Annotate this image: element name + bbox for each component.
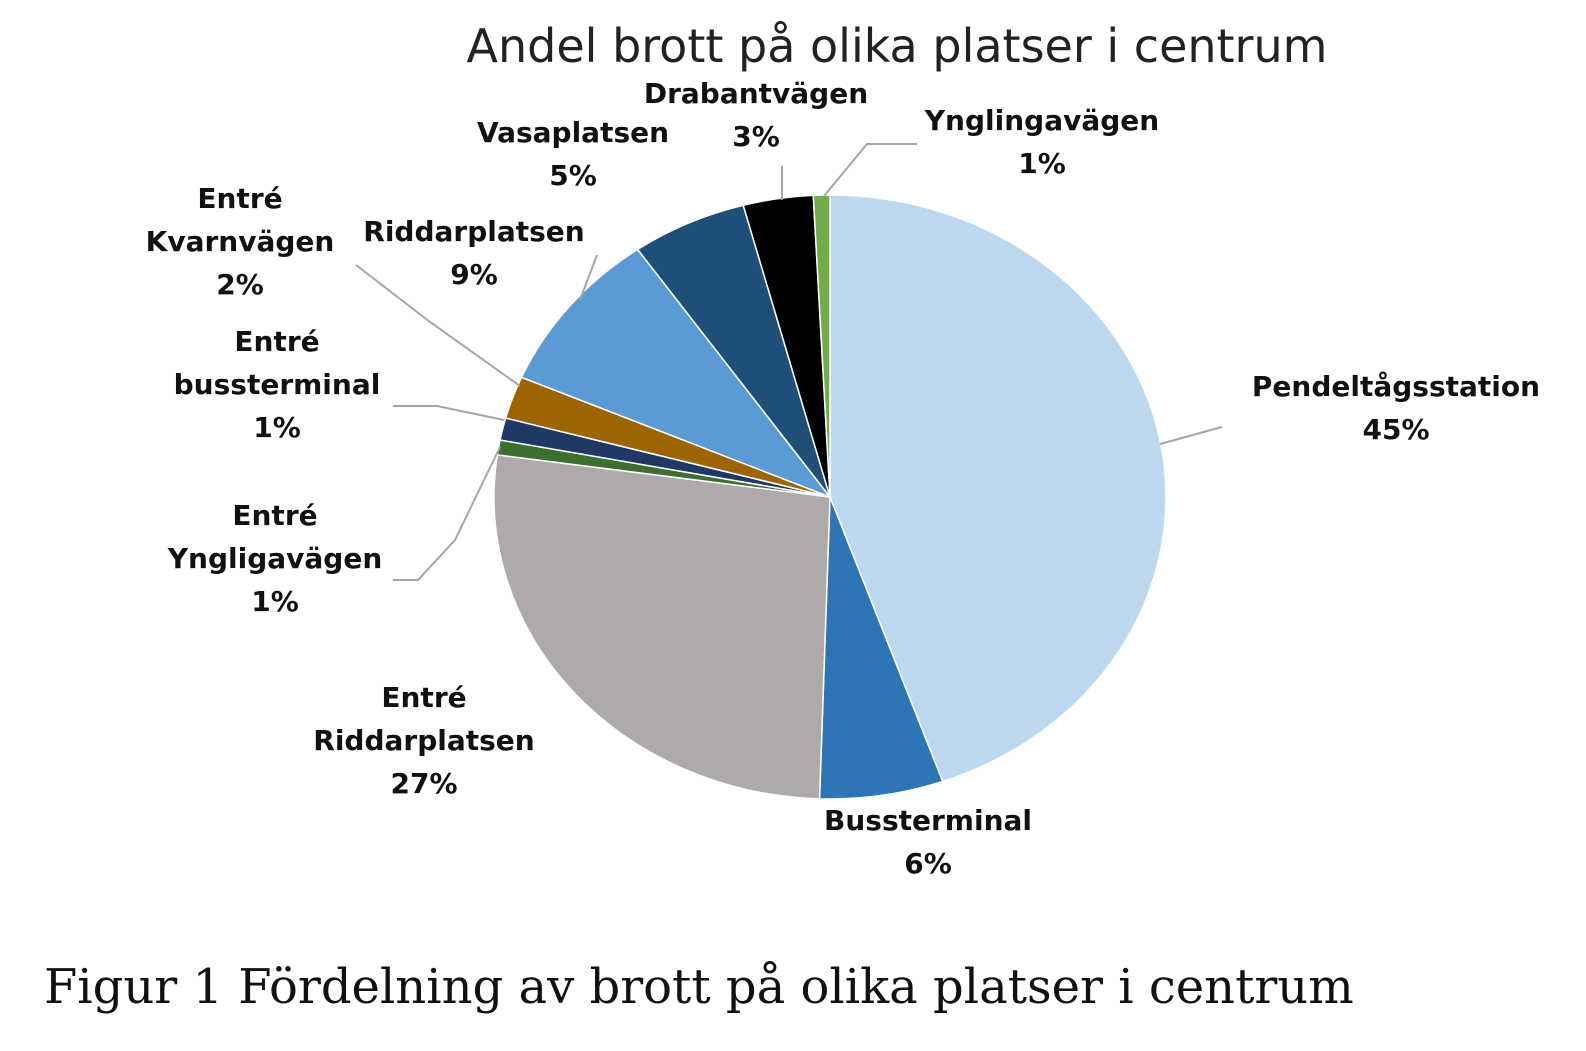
slice-name: Ynglingavägen	[924, 104, 1159, 137]
slice-name: Entré	[197, 182, 282, 215]
pie-slice-3	[493, 454, 831, 800]
leader-line-5	[393, 405, 505, 421]
slice-name: Riddarplatsen	[363, 215, 584, 248]
slice-percent: 5%	[549, 159, 597, 192]
slice-percent: 1%	[253, 411, 301, 444]
slice-name: Yngligavägen	[167, 542, 383, 575]
leader-line-7	[579, 254, 598, 301]
slice-name: bussterminal	[174, 368, 381, 401]
slice-name: Pendeltågsstation	[1252, 370, 1540, 403]
slice-name: Entré	[232, 499, 317, 532]
slice-label-5: Entré bussterminal 1%	[174, 325, 381, 444]
slice-name: Bussterminal	[824, 804, 1032, 837]
slice-label-6: Entré Kvarnvägen 2%	[146, 182, 335, 301]
figure-caption: Figur 1 Fördelning av brott på olika pla…	[44, 959, 1354, 1015]
chart-title: Andel brott på olika platser i centrum	[467, 19, 1328, 73]
leader-line-6	[355, 264, 521, 387]
pie-slices	[493, 194, 1167, 800]
slice-name: Vasaplatsen	[477, 116, 669, 149]
pie-slice-7	[520, 248, 833, 499]
slice-label-3: Entré Riddarplatsen 27%	[313, 681, 534, 800]
pie-slice-2	[818, 496, 944, 800]
slice-label-1: Pendeltågsstation 45%	[1252, 370, 1540, 446]
slice-label-10: Ynglingavägen 1%	[924, 104, 1159, 180]
pie-slice-10	[812, 194, 831, 498]
slice-label-8: Vasaplatsen 5%	[477, 116, 669, 192]
slice-name: Riddarplatsen	[313, 724, 534, 757]
slice-name: Kvarnvägen	[146, 225, 335, 258]
slice-percent: 45%	[1362, 413, 1429, 446]
leader-lines	[355, 143, 1223, 581]
slice-percent: 1%	[251, 585, 299, 618]
leader-line-4	[393, 446, 501, 581]
slice-label-7: Riddarplatsen 9%	[363, 215, 584, 291]
slice-name: Entré	[234, 325, 319, 358]
slice-label-4: Entré Yngligavägen 1%	[167, 499, 383, 618]
pie-slice-1	[829, 194, 1167, 783]
slice-labels: Pendeltågsstation 45% Bussterminal 6% Entré R…	[146, 77, 1540, 880]
slice-name: Entré	[381, 681, 466, 714]
slice-percent: 3%	[732, 120, 780, 153]
slice-percent: 6%	[904, 847, 952, 880]
slice-label-2: Bussterminal 6%	[824, 804, 1032, 880]
leader-line-10	[823, 143, 917, 197]
slice-name: Drabantvägen	[644, 77, 868, 110]
slice-percent: 27%	[390, 767, 457, 800]
slice-percent: 2%	[216, 268, 264, 301]
slice-percent: 1%	[1018, 147, 1066, 180]
slice-percent: 9%	[450, 258, 498, 291]
leader-line-1	[1159, 426, 1223, 445]
slice-label-9: Drabantvägen 3%	[644, 77, 868, 153]
